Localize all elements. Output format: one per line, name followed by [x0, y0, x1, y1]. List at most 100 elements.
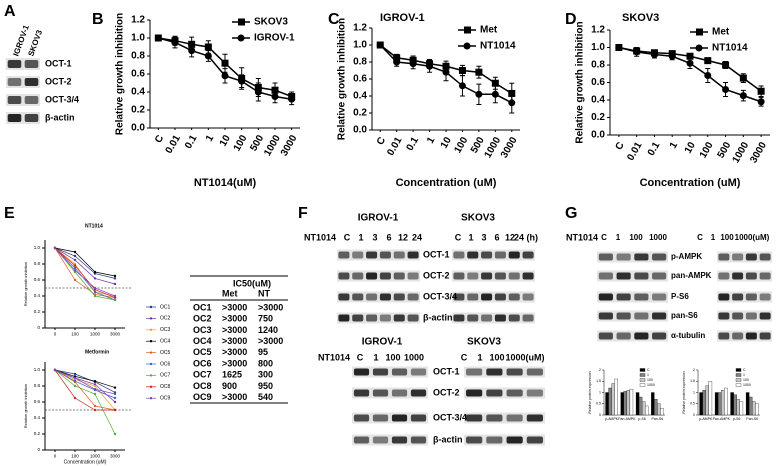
legend-label: 1: [743, 373, 745, 377]
panel-label: C: [328, 11, 340, 28]
x-tick-label: 10: [218, 133, 233, 149]
blot-background: [597, 270, 668, 282]
blot-band: [745, 272, 757, 280]
blot-band: [466, 414, 483, 422]
legend-label: IGROV-1: [254, 33, 295, 44]
blot-background: [464, 366, 545, 378]
marker: [458, 67, 466, 74]
x-tick-label: Pan-AMPK: [713, 417, 731, 421]
marker: [93, 277, 97, 280]
x-tick-label: C: [153, 133, 166, 145]
y-tick-label: 0.6: [131, 69, 145, 80]
band-label: OCT-2: [433, 387, 460, 397]
blot-band: [24, 78, 39, 86]
blot-band: [506, 368, 523, 376]
blot-band: [732, 312, 744, 320]
blot-band: [352, 314, 364, 322]
marker: [686, 52, 694, 60]
series-line: [54, 247, 116, 279]
blot-band: [652, 293, 667, 301]
series-line: [54, 247, 116, 285]
series-line: [54, 247, 116, 277]
marker: [113, 408, 117, 412]
blot-band: [598, 312, 613, 320]
blot-band: [486, 368, 503, 376]
marker: [73, 384, 77, 388]
bar: [626, 390, 631, 416]
blot-band: [410, 436, 427, 444]
bar: [730, 392, 734, 416]
blot-band: [745, 253, 757, 261]
blot-band: [353, 414, 370, 422]
panel-label: B: [92, 11, 104, 28]
y-tick-label: 1: [599, 390, 601, 394]
blot-band: [522, 251, 534, 259]
x-axis-label: Concentration (uM): [640, 177, 741, 189]
y-tick-label: 1: [693, 390, 695, 394]
blot-band: [718, 253, 730, 261]
lane-label: 3: [481, 232, 486, 242]
marker: [93, 286, 97, 290]
band-label: OCT-2: [45, 76, 72, 86]
bar: [705, 385, 709, 416]
blot-background: [597, 251, 668, 263]
series-line: [54, 247, 116, 298]
legend-label: OC9: [160, 396, 171, 402]
band-label: α-tubulin: [671, 331, 705, 340]
blot-band: [526, 436, 543, 444]
blot-band: [759, 253, 771, 261]
y-tick-label: 1.0: [353, 40, 367, 51]
legend-swatch: [639, 378, 646, 382]
y-tick-label: 0.2: [131, 105, 145, 116]
marker: [271, 93, 279, 100]
marker: [722, 61, 730, 69]
lane-label: 100: [489, 352, 504, 362]
x-tick-label: p-AMPK: [605, 417, 619, 421]
blot-band: [508, 293, 520, 301]
blot-background: [352, 434, 428, 446]
x-tick-label: 1000: [731, 140, 752, 165]
y-tick-label: 0.4: [591, 95, 605, 106]
blot-band: [391, 414, 408, 422]
bar: [654, 399, 658, 416]
chart-title: NT1014: [85, 223, 103, 229]
y-tick-label: 0.4: [131, 87, 145, 98]
blot-background: [597, 291, 668, 303]
bar: [641, 401, 646, 416]
blot-band: [7, 96, 22, 104]
blot-band: [7, 78, 22, 86]
series-line: [54, 369, 116, 411]
y-tick-label: 1.5: [596, 379, 601, 383]
table-cell: OC6: [193, 358, 212, 368]
lane-label: 1000: [404, 352, 424, 362]
legend-label: 1000: [647, 383, 655, 387]
chart-title: Metformin: [85, 349, 109, 355]
table-title: IC50(uM): [233, 278, 271, 288]
treatment-label: NT1014: [304, 232, 336, 242]
x-tick-label: 0: [54, 332, 57, 337]
lane-label: 3: [372, 232, 377, 242]
legend-swatch: [735, 383, 742, 387]
table-cell: >3000: [222, 336, 247, 346]
legend-label: OC8: [160, 384, 171, 390]
bar: [752, 401, 756, 416]
blot-band: [366, 314, 378, 322]
panel-label: E: [4, 205, 15, 222]
y-tick-label: 1.0: [591, 42, 605, 53]
blot-background: [452, 291, 535, 303]
blot-band: [366, 251, 378, 259]
blot-band: [522, 314, 534, 322]
x-tick-label: 1: [425, 135, 438, 146]
table-cell: OC4: [193, 336, 212, 346]
table-cell: OC2: [193, 314, 212, 324]
blot-background: [352, 366, 428, 378]
lane-label: 1: [468, 232, 473, 242]
marker: [508, 99, 516, 107]
y-tick-label: 0.4: [34, 415, 41, 420]
series-line: [54, 369, 116, 393]
blot-band: [634, 293, 649, 301]
y-tick-label: 1.2: [131, 15, 145, 26]
marker: [221, 72, 229, 80]
lane-label: SKOV3: [26, 28, 44, 57]
marker: [686, 59, 694, 67]
